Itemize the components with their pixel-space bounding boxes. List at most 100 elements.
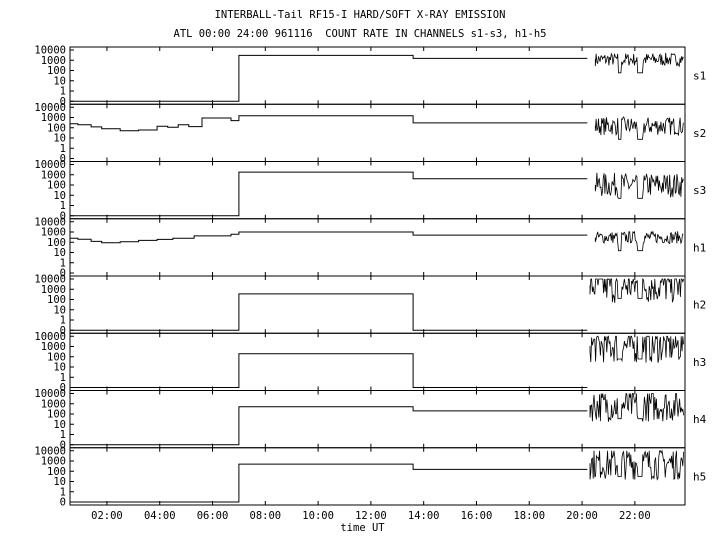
- y-tick-label: 1: [60, 200, 66, 212]
- series-noise-h5: [589, 449, 684, 481]
- y-tick-label: 1000: [41, 227, 66, 239]
- y-tick-label: 1: [60, 315, 66, 327]
- y-tick-label: 10000: [34, 274, 66, 286]
- series-line-s3: [70, 171, 588, 217]
- x-tick-label: 20:00: [566, 510, 598, 522]
- y-tick-label: 0: [60, 497, 66, 509]
- series-noise-s3: [594, 172, 684, 199]
- x-tick-label: 12:00: [355, 510, 387, 522]
- y-tick-label: 1000: [41, 55, 66, 67]
- series-noise-s1: [594, 52, 684, 74]
- y-tick-label: 1000: [41, 456, 66, 468]
- panel-frame: [69, 103, 686, 162]
- y-tick-label: 100: [47, 294, 66, 306]
- y-tick-label: 10: [53, 362, 66, 374]
- series-line-s2: [70, 115, 588, 132]
- panel-label-s2: s2: [693, 127, 706, 140]
- y-tick-label: 10: [53, 476, 66, 488]
- y-tick-label: 10: [53, 419, 66, 431]
- x-tick-label: 18:00: [513, 510, 545, 522]
- y-tick-label: 10: [53, 190, 66, 202]
- y-tick-label: 100: [47, 466, 66, 478]
- y-tick-label: 1000: [41, 398, 66, 410]
- y-tick-label: 0: [60, 382, 66, 394]
- y-tick-label: 1000: [41, 112, 66, 124]
- x-tick-label: 08:00: [250, 510, 282, 522]
- y-tick-label: 100: [47, 122, 66, 134]
- x-tick-label: 16:00: [461, 510, 493, 522]
- x-tick-label: 06:00: [197, 510, 229, 522]
- y-tick-label: 0: [60, 325, 66, 337]
- series-line-h1: [70, 231, 588, 244]
- y-tick-label: 10000: [34, 445, 66, 457]
- y-tick-label: 0: [60, 153, 66, 165]
- panel-label-h2: h2: [693, 299, 706, 312]
- y-tick-label: 1: [60, 429, 66, 441]
- panel-frame: [69, 332, 686, 391]
- series-line-h3: [70, 353, 588, 388]
- series-line-h5: [70, 463, 588, 503]
- panel-frame: [69, 275, 686, 334]
- y-tick-label: 100: [47, 237, 66, 249]
- series-noise-h3: [589, 335, 684, 363]
- y-tick-label: 1000: [41, 169, 66, 181]
- x-axis-label: time UT: [340, 522, 385, 534]
- y-tick-label: 1: [60, 486, 66, 498]
- x-tick-label: 10:00: [302, 510, 334, 522]
- panel-label-h4: h4: [693, 413, 707, 426]
- y-tick-label: 10000: [34, 216, 66, 228]
- y-tick-label: 0: [60, 439, 66, 451]
- y-tick-label: 0: [60, 268, 66, 280]
- panel-frame: [69, 218, 686, 277]
- chart-subtitle: ATL 00:00 24:00 961116 COUNT RATE IN CHA…: [173, 28, 547, 40]
- series-noise-h2: [589, 277, 684, 303]
- x-tick-label: 22:00: [619, 510, 651, 522]
- y-tick-label: 10: [53, 304, 66, 316]
- x-tick-label: 04:00: [144, 510, 176, 522]
- panel-label-s1: s1: [693, 70, 706, 83]
- y-tick-label: 100: [47, 351, 66, 363]
- panel-label-h5: h5: [693, 470, 706, 483]
- series-noise-h4: [589, 392, 684, 422]
- y-tick-label: 0: [60, 210, 66, 222]
- y-tick-label: 10000: [34, 45, 66, 57]
- series-noise-s2: [594, 116, 684, 140]
- y-tick-label: 100: [47, 180, 66, 192]
- y-tick-label: 1000: [41, 341, 66, 353]
- series-line-h4: [70, 406, 588, 446]
- y-tick-label: 10000: [34, 331, 66, 343]
- series-line-s1: [70, 54, 588, 102]
- y-tick-label: 1: [60, 257, 66, 269]
- chart-title: INTERBALL-Tail RF15-I HARD/SOFT X-RAY EM…: [214, 9, 506, 21]
- y-tick-label: 10000: [34, 102, 66, 114]
- panel-label-h1: h1: [693, 241, 706, 254]
- x-tick-label: 02:00: [91, 510, 123, 522]
- panel-label-s3: s3: [693, 184, 706, 197]
- y-tick-label: 10000: [34, 159, 66, 171]
- y-tick-label: 1: [60, 372, 66, 384]
- y-tick-label: 1: [60, 143, 66, 155]
- series-noise-h1: [594, 230, 684, 252]
- y-tick-label: 0: [60, 96, 66, 108]
- y-tick-label: 10: [53, 133, 66, 145]
- series-line-h2: [70, 293, 588, 331]
- y-tick-label: 10: [53, 75, 66, 87]
- y-tick-label: 10000: [34, 388, 66, 400]
- panel-label-h3: h3: [693, 356, 706, 369]
- y-tick-label: 1000: [41, 284, 66, 296]
- y-tick-label: 100: [47, 65, 66, 77]
- y-tick-label: 100: [47, 409, 66, 421]
- panel-frame: [69, 447, 686, 506]
- y-tick-label: 10: [53, 247, 66, 259]
- panel-frame: [69, 161, 686, 220]
